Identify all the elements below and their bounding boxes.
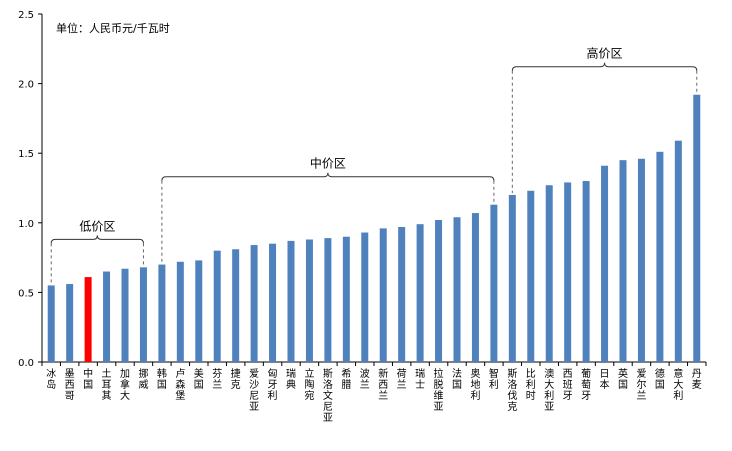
bar: [416, 224, 424, 362]
group-label: 中价区: [310, 156, 346, 171]
bars: [47, 94, 701, 363]
x-tick-label: 丹麦: [692, 368, 702, 391]
x-tick-label: 荷兰: [397, 368, 407, 391]
bar: [287, 240, 295, 362]
x-tick-label: 英国: [618, 367, 628, 391]
group-label: 低价区: [79, 219, 115, 233]
x-tick-label: 美国: [194, 367, 204, 391]
x-tick-label: 拉脱维亚: [434, 367, 444, 413]
x-tick-label: 葡萄牙: [581, 367, 591, 402]
y-tick-label: 2.5: [18, 10, 34, 21]
bar: [490, 204, 498, 362]
bar: [250, 245, 258, 362]
x-tick-label: 墨西哥: [65, 368, 75, 402]
bar: [545, 185, 553, 362]
x-tick-label: 新西兰: [378, 367, 388, 402]
bar: [637, 158, 645, 362]
bracket: [50, 235, 144, 244]
y-tick-label: 1.5: [18, 149, 34, 160]
x-tick-label: 挪威: [138, 367, 148, 391]
x-tick-label: 比利时: [526, 368, 536, 402]
bar: [195, 260, 203, 362]
x-tick-label: 斯洛文尼亚: [323, 367, 333, 424]
x-tick-label: 卢森堡: [175, 367, 185, 402]
bar: [471, 213, 479, 362]
x-tick-label: 爱沙尼亚: [249, 367, 259, 413]
unit-label: 单位：人民币元/千瓦时: [56, 21, 170, 35]
x-tick-label: 澳大利亚: [544, 367, 554, 413]
x-tick-label: 西班牙: [563, 369, 573, 402]
bar: [674, 140, 682, 362]
x-tick-label: 立陶宛: [304, 367, 314, 402]
y-tick-label: 2.0: [18, 80, 34, 91]
bar: [139, 267, 147, 362]
x-tick-label: 意大利: [673, 367, 683, 402]
bar: [619, 160, 627, 362]
bar: [66, 284, 74, 362]
price-zone-brackets: 低价区 中价区 高价区: [50, 46, 698, 284]
x-tick-label: 日本: [600, 369, 610, 391]
x-tick-label: 韩国: [157, 367, 167, 391]
x-tick-label: 捷克: [231, 367, 241, 391]
x-tick-label: 土耳其: [102, 367, 112, 402]
group-label: 高价区: [587, 46, 623, 61]
x-tick-label: 加拿大: [120, 368, 130, 402]
bar: [379, 228, 387, 362]
bar: [103, 271, 111, 362]
x-axis: 冰岛墨西哥中国土耳其加拿大挪威韩国卢森堡美国芬兰捷克爱沙尼亚匈牙利瑞典立陶宛斯洛…: [41, 361, 707, 424]
x-tick-label: 波兰: [360, 367, 370, 391]
y-axis: 0.0 0.5 1.0 1.5 2.0 2.5: [18, 10, 43, 369]
x-tick-label: 智利: [489, 367, 499, 391]
y-tick-label: 1.0: [18, 219, 34, 230]
bracket: [161, 172, 495, 181]
bar: [121, 268, 129, 362]
bar: [508, 194, 516, 362]
bar-highlight: [84, 277, 92, 362]
bar: [213, 250, 221, 362]
bracket: [511, 62, 698, 71]
bar: [47, 285, 55, 362]
bar: [324, 238, 332, 362]
bar: [693, 94, 701, 363]
bar: [269, 243, 277, 362]
x-tick-label: 瑞士: [415, 368, 425, 391]
x-tick-label: 中国: [83, 367, 93, 391]
bar: [582, 181, 590, 362]
bar: [232, 249, 240, 362]
x-tick-label: 爱尔兰: [636, 367, 646, 402]
bar: [398, 226, 406, 362]
x-tick-label: 德国: [655, 367, 665, 391]
y-tick-label: 0.5: [18, 288, 34, 299]
bar: [435, 220, 443, 362]
bar: [342, 236, 350, 362]
bar: [361, 232, 369, 362]
x-tick-label: 瑞典: [286, 368, 296, 391]
bar: [527, 190, 535, 362]
bar: [601, 165, 609, 362]
x-tick-label: 法国: [452, 367, 462, 391]
bar: [158, 264, 166, 362]
x-tick-label: 芬兰: [212, 368, 222, 391]
y-tick-label: 0.0: [18, 358, 34, 369]
x-tick-label: 奥地利: [470, 367, 480, 402]
bar: [305, 239, 313, 362]
bar: [656, 151, 664, 362]
x-tick-label: 希腊: [341, 367, 351, 391]
bar: [176, 261, 184, 362]
x-tick-label: 冰岛: [46, 367, 56, 391]
x-tick-label: 匈牙利: [268, 367, 278, 402]
bar: [564, 182, 572, 362]
bar: [453, 217, 461, 362]
x-tick-label: 斯洛伐克: [507, 367, 517, 413]
